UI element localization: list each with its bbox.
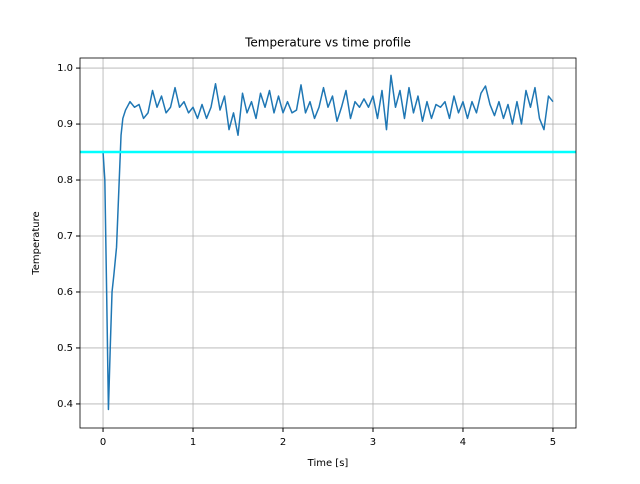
y-axis-label: Temperature [31,211,42,275]
y-tick-label: 0.7 [57,231,73,242]
data-line [102,74,554,411]
x-tick-label: 5 [550,437,556,448]
x-tick-label: 2 [280,437,286,448]
x-tick-label: 0 [100,437,106,448]
y-tick-label: 0.6 [57,287,73,298]
x-tick-label: 3 [370,437,376,448]
x-tick-label: 1 [190,437,196,448]
y-tick-label: 0.5 [57,343,73,354]
x-tick-label: 4 [460,437,466,448]
y-tick-label: 1.0 [57,63,73,74]
y-tick-label: 0.8 [57,175,73,186]
chart-title: Temperature vs time profile [244,36,411,50]
y-tick-label: 0.4 [57,399,73,410]
plot-frame [79,57,577,429]
x-axis-label: Time [s] [307,458,349,469]
y-tick-label: 0.9 [57,119,73,130]
